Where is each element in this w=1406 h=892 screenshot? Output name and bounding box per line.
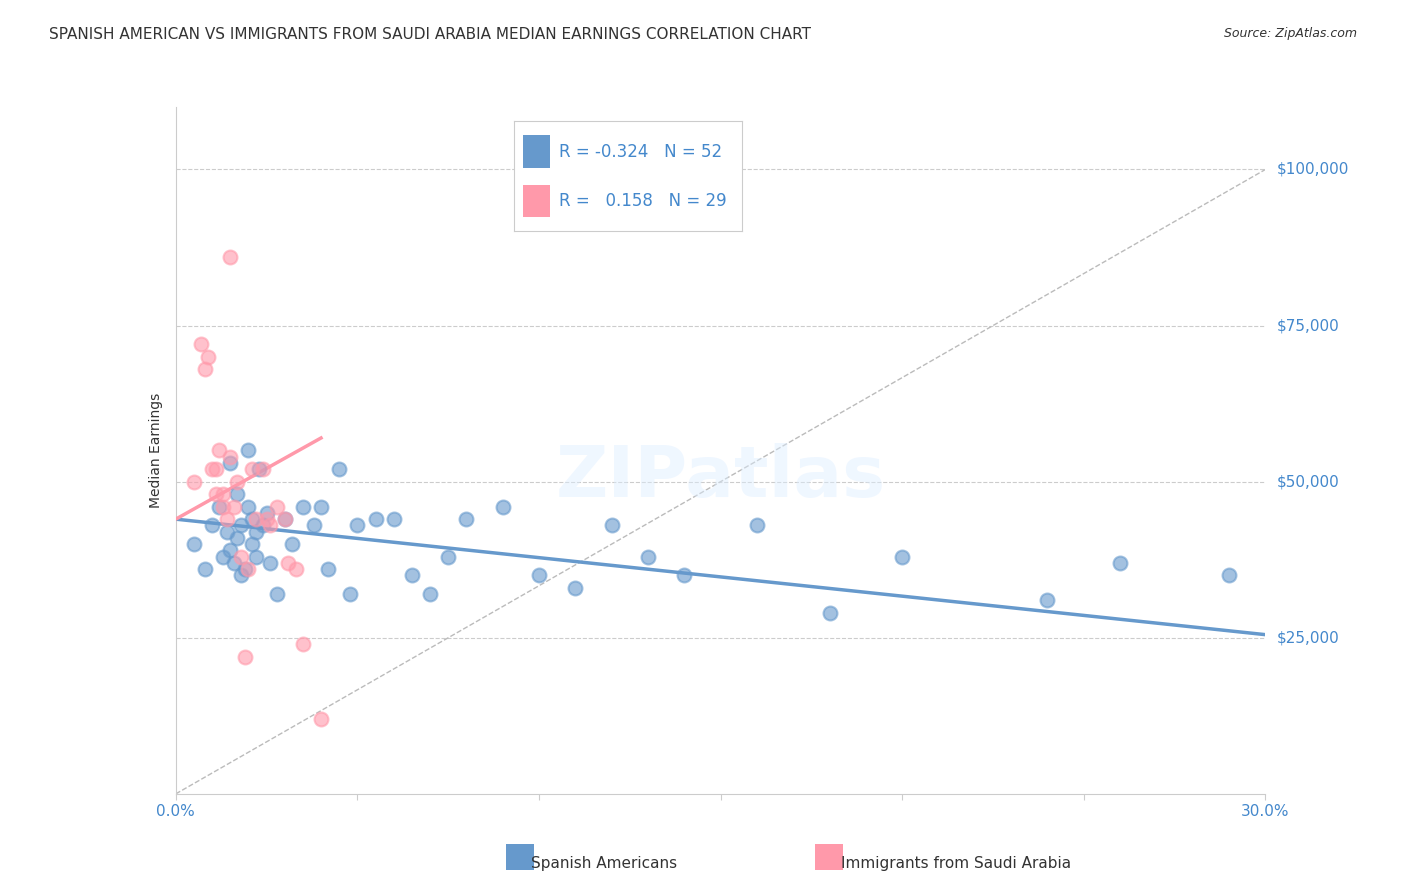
- Point: [600, 518, 623, 533]
- Point: [1218, 568, 1240, 582]
- Point: [208, 500, 231, 514]
- Point: [219, 450, 242, 464]
- Point: [401, 568, 423, 582]
- Point: [274, 512, 297, 526]
- Point: [274, 512, 297, 526]
- Point: [891, 549, 914, 564]
- Point: [194, 562, 217, 576]
- Point: [456, 512, 478, 526]
- Point: [212, 500, 235, 514]
- Point: [226, 487, 249, 501]
- Point: [183, 537, 205, 551]
- Point: [291, 500, 314, 514]
- Point: [252, 462, 274, 476]
- Point: [364, 512, 387, 526]
- Point: [818, 606, 841, 620]
- Point: [215, 524, 238, 539]
- Point: [194, 362, 217, 376]
- Text: $25,000: $25,000: [1277, 631, 1340, 645]
- Point: [204, 462, 226, 476]
- Text: Spanish Americans: Spanish Americans: [531, 856, 678, 871]
- Point: [259, 518, 281, 533]
- Point: [215, 512, 238, 526]
- Point: [201, 462, 224, 476]
- Point: [291, 637, 314, 651]
- Text: R =   0.158   N = 29: R = 0.158 N = 29: [560, 192, 727, 210]
- Text: $100,000: $100,000: [1277, 162, 1348, 177]
- Point: [309, 712, 332, 726]
- Point: [339, 587, 361, 601]
- Point: [309, 500, 332, 514]
- Point: [281, 537, 304, 551]
- Point: [564, 581, 586, 595]
- Point: [219, 543, 242, 558]
- Point: [1036, 593, 1059, 607]
- Point: [212, 549, 235, 564]
- Point: [346, 518, 368, 533]
- Point: [277, 556, 299, 570]
- Point: [745, 518, 768, 533]
- Point: [231, 518, 253, 533]
- Point: [637, 549, 659, 564]
- Point: [492, 500, 515, 514]
- Bar: [523, 135, 550, 168]
- Point: [197, 350, 219, 364]
- Text: ZIPatlas: ZIPatlas: [555, 443, 886, 512]
- Point: [437, 549, 460, 564]
- Point: [259, 556, 281, 570]
- Point: [527, 568, 550, 582]
- Point: [226, 531, 249, 545]
- Point: [219, 250, 242, 264]
- Point: [240, 512, 263, 526]
- Text: Source: ZipAtlas.com: Source: ZipAtlas.com: [1223, 27, 1357, 40]
- Point: [245, 524, 267, 539]
- Point: [208, 443, 231, 458]
- Point: [238, 500, 260, 514]
- Point: [266, 500, 288, 514]
- Point: [247, 462, 270, 476]
- Point: [284, 562, 307, 576]
- Text: Immigrants from Saudi Arabia: Immigrants from Saudi Arabia: [841, 856, 1071, 871]
- Point: [233, 562, 256, 576]
- Point: [256, 506, 278, 520]
- Bar: [523, 185, 550, 218]
- Point: [252, 518, 274, 533]
- Point: [238, 443, 260, 458]
- Point: [201, 518, 224, 533]
- Point: [318, 562, 340, 576]
- Point: [231, 549, 253, 564]
- Text: SPANISH AMERICAN VS IMMIGRANTS FROM SAUDI ARABIA MEDIAN EARNINGS CORRELATION CHA: SPANISH AMERICAN VS IMMIGRANTS FROM SAUD…: [49, 27, 811, 42]
- Text: $50,000: $50,000: [1277, 475, 1340, 489]
- Point: [233, 649, 256, 664]
- Point: [419, 587, 441, 601]
- Point: [204, 487, 226, 501]
- Y-axis label: Median Earnings: Median Earnings: [149, 392, 163, 508]
- Point: [245, 549, 267, 564]
- Point: [212, 487, 235, 501]
- Point: [222, 556, 245, 570]
- Point: [382, 512, 405, 526]
- Point: [328, 462, 350, 476]
- Text: R = -0.324   N = 52: R = -0.324 N = 52: [560, 143, 723, 161]
- Point: [183, 475, 205, 489]
- Point: [231, 568, 253, 582]
- Point: [266, 587, 288, 601]
- Point: [238, 562, 260, 576]
- Point: [222, 500, 245, 514]
- Point: [240, 537, 263, 551]
- Point: [219, 456, 242, 470]
- Point: [226, 475, 249, 489]
- Text: $75,000: $75,000: [1277, 318, 1340, 333]
- Point: [240, 462, 263, 476]
- Point: [1109, 556, 1132, 570]
- Point: [245, 512, 267, 526]
- Point: [302, 518, 325, 533]
- Point: [190, 337, 212, 351]
- Point: [256, 512, 278, 526]
- Point: [673, 568, 696, 582]
